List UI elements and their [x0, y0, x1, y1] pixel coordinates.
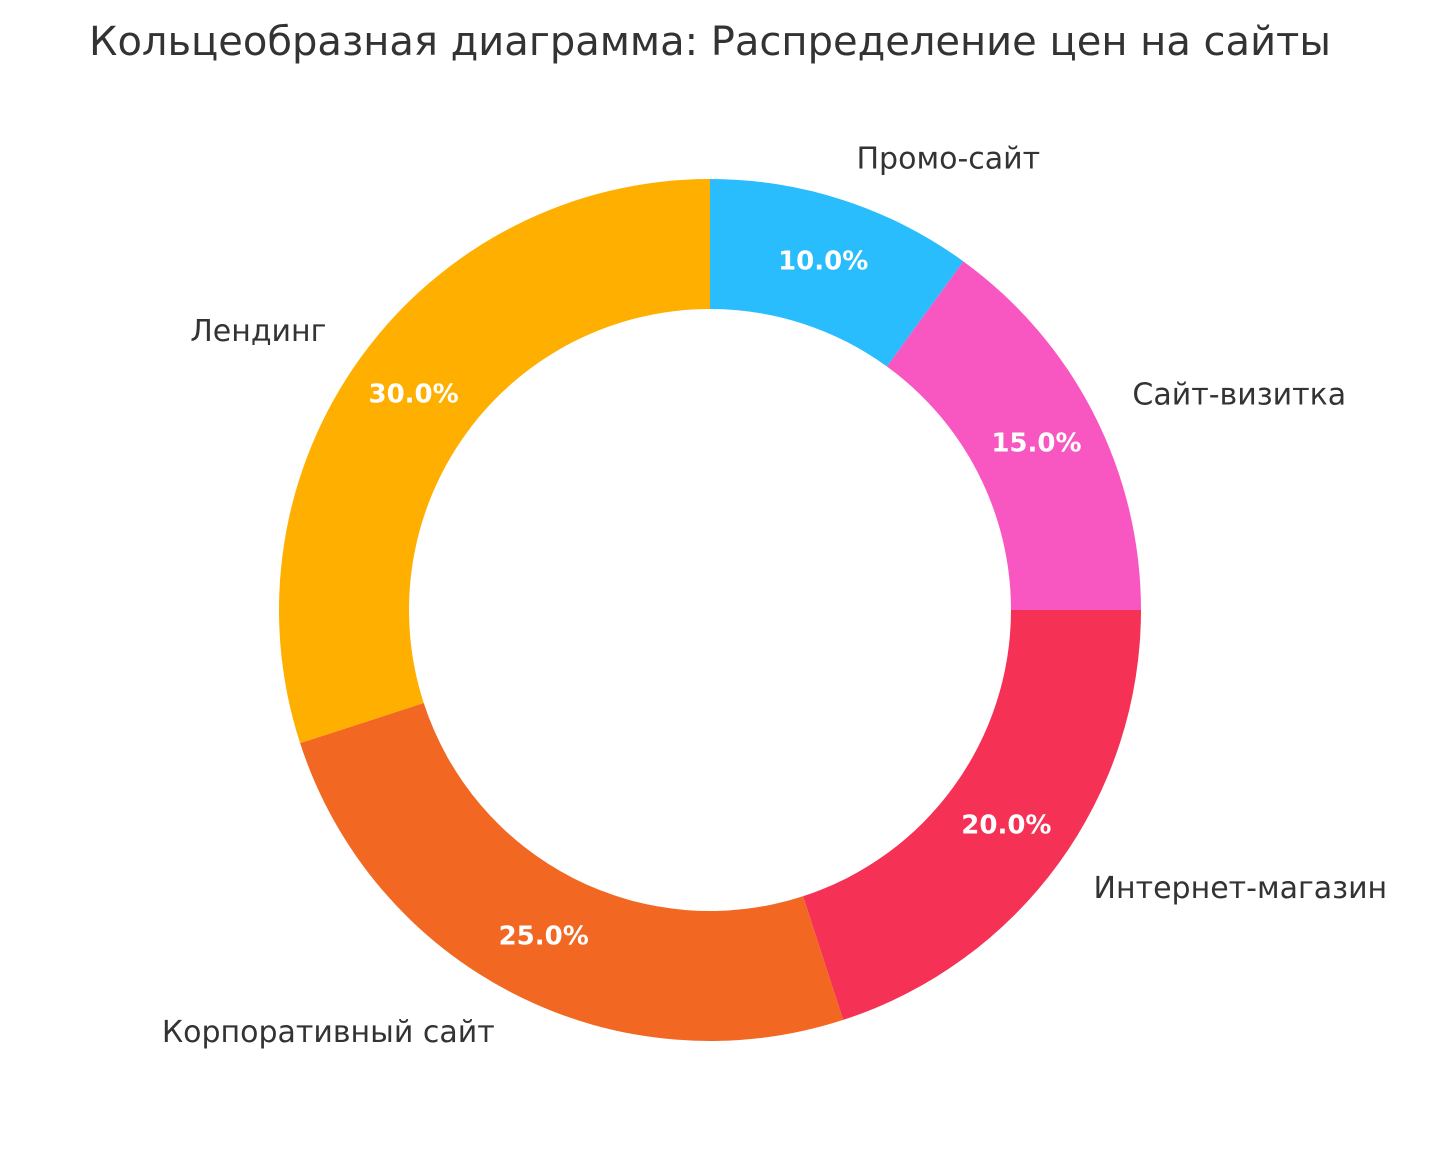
- slice-label: Сайт-визитка: [1132, 377, 1346, 412]
- chart-title: Кольцеобразная диаграмма: Распределение …: [89, 19, 1331, 65]
- slice-percent-label: 25.0%: [499, 921, 589, 951]
- slice-4: [278, 179, 710, 744]
- slice-label: Интернет-магазин: [1094, 871, 1388, 906]
- slice-percent-label: 10.0%: [778, 247, 868, 277]
- slice-label: Лендинг: [190, 314, 326, 349]
- slice-3: [300, 703, 844, 1041]
- slice-0: [710, 179, 964, 367]
- slice-percent-label: 30.0%: [369, 380, 459, 410]
- slice-1: [886, 261, 1141, 610]
- slice-label: Корпоративный сайт: [162, 1015, 495, 1050]
- slice-percent-label: 20.0%: [961, 810, 1051, 840]
- slice-2: [803, 610, 1141, 1020]
- slice-percent-label: 15.0%: [991, 429, 1081, 459]
- slice-label: Промо-сайт: [857, 142, 1041, 177]
